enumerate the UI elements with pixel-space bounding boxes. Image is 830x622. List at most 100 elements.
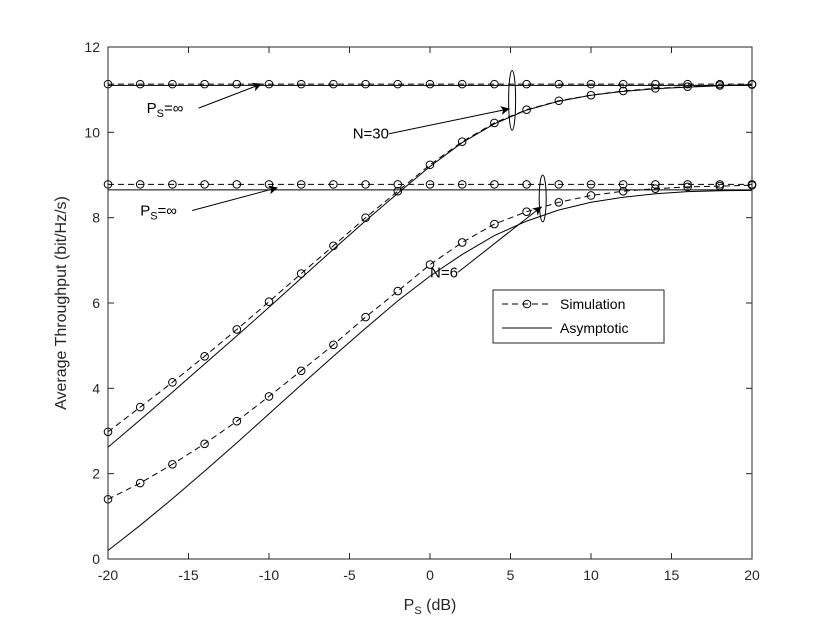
- annotation-label: PS=∞: [147, 100, 184, 120]
- annotation-arrow: [192, 185, 278, 212]
- data-point: [490, 219, 499, 229]
- data-point: [329, 340, 338, 350]
- x-tick-label: -15: [178, 567, 198, 583]
- y-axis-label: Average Throughput (bit/Hz/s): [53, 196, 70, 410]
- data-point: [135, 79, 145, 89]
- data-point: [651, 184, 660, 193]
- data-point: [232, 180, 242, 189]
- data-point: [457, 137, 467, 147]
- annotation-layer: PS=∞ N=30 PS=∞ N=6: [140, 69, 547, 281]
- annotation-arrow: [198, 82, 262, 109]
- data-point: [651, 79, 660, 89]
- x-tick-label: -10: [259, 567, 279, 583]
- data-point: [586, 180, 596, 189]
- data-point: [618, 186, 628, 196]
- data-point: [522, 207, 531, 216]
- data-point: [264, 297, 274, 307]
- legend-simulation-label: Simulation: [560, 296, 625, 312]
- data-point: [457, 79, 467, 89]
- annotation-arrow: [389, 106, 510, 135]
- annotation-ps-inf-top: PS=∞: [147, 82, 262, 120]
- series-line: [107, 189, 753, 551]
- data-point: [586, 79, 596, 89]
- y-tick-label: 10: [84, 124, 100, 140]
- data-point: [168, 378, 177, 387]
- data-point: [522, 180, 531, 189]
- data-point: [425, 160, 435, 170]
- x-tick-label: 20: [744, 567, 760, 583]
- data-point: [425, 79, 435, 89]
- x-axis-label: PS (dB): [404, 597, 457, 617]
- data-point: [393, 186, 403, 196]
- data-point: [425, 260, 435, 269]
- annotation-n6: N=6: [430, 174, 547, 281]
- data-point: [135, 478, 145, 488]
- data-point: [168, 180, 177, 189]
- data-point: [168, 459, 177, 469]
- data-point: [200, 352, 209, 361]
- data-point: [683, 182, 692, 192]
- data-point: [683, 79, 692, 89]
- data-point: [329, 180, 338, 189]
- data-point: [393, 286, 403, 296]
- data-point: [618, 180, 628, 189]
- annotation-label: N=6: [430, 264, 458, 281]
- annotation-ellipse: [508, 69, 517, 131]
- data-point: [264, 79, 274, 89]
- x-axis-label-rest: (dB): [422, 597, 457, 614]
- data-point: [200, 79, 209, 89]
- ticks: -20 -15 -10 -5 0 5 10 15 20 0 2 4 6 8 10 12: [84, 39, 760, 583]
- data-point: [232, 325, 242, 334]
- data-point: [393, 180, 403, 189]
- x-axis-label-main: P: [404, 597, 415, 614]
- data-point: [457, 238, 467, 247]
- data-point: [618, 79, 628, 89]
- data-point: [554, 180, 564, 189]
- data-point: [490, 79, 499, 89]
- data-point: [200, 439, 209, 449]
- annotation-n30: N=30: [353, 69, 517, 143]
- legend-simulation-marker: [522, 299, 532, 309]
- legend-box: [492, 289, 665, 344]
- annotation-label: PS=∞: [140, 203, 177, 223]
- data-point: [586, 191, 596, 200]
- data-point: [522, 105, 531, 115]
- data-point: [715, 180, 725, 189]
- y-tick-label: 4: [92, 380, 100, 396]
- data-point: [329, 79, 338, 89]
- data-point: [490, 180, 499, 189]
- y-tick-label: 12: [84, 39, 100, 55]
- x-tick-label: 15: [664, 567, 680, 583]
- data-point: [296, 269, 306, 278]
- data-point: [651, 180, 660, 189]
- data-point: [200, 180, 209, 189]
- data-point: [361, 79, 370, 89]
- data-point: [393, 79, 403, 89]
- legend: Simulation Asymptotic: [492, 289, 665, 344]
- data-point: [683, 180, 692, 189]
- data-point: [296, 79, 306, 89]
- data-point: [425, 180, 435, 189]
- y-tick-label: 6: [92, 295, 100, 311]
- legend-asymptotic-label: Asymptotic: [560, 320, 628, 336]
- data-point: [361, 312, 370, 322]
- annotation-ps-inf-bottom: PS=∞: [140, 185, 278, 223]
- annotation-arrow: [457, 206, 542, 273]
- data-point: [554, 198, 564, 207]
- data-point: [135, 402, 145, 412]
- data-point: [715, 79, 725, 89]
- x-tick-label: -5: [343, 567, 356, 583]
- x-tick-label: 5: [507, 567, 515, 583]
- series-n6-asymptotic: [107, 189, 753, 551]
- x-axis-label-sub: S: [414, 605, 421, 617]
- y-tick-label: 0: [92, 551, 100, 567]
- data-point: [522, 79, 531, 89]
- data-point: [490, 118, 499, 128]
- data-point: [232, 416, 242, 426]
- series-line: [107, 84, 753, 448]
- data-point: [457, 180, 467, 189]
- y-tick-label: 2: [92, 466, 100, 482]
- data-point: [135, 180, 145, 189]
- data-point: [361, 180, 370, 189]
